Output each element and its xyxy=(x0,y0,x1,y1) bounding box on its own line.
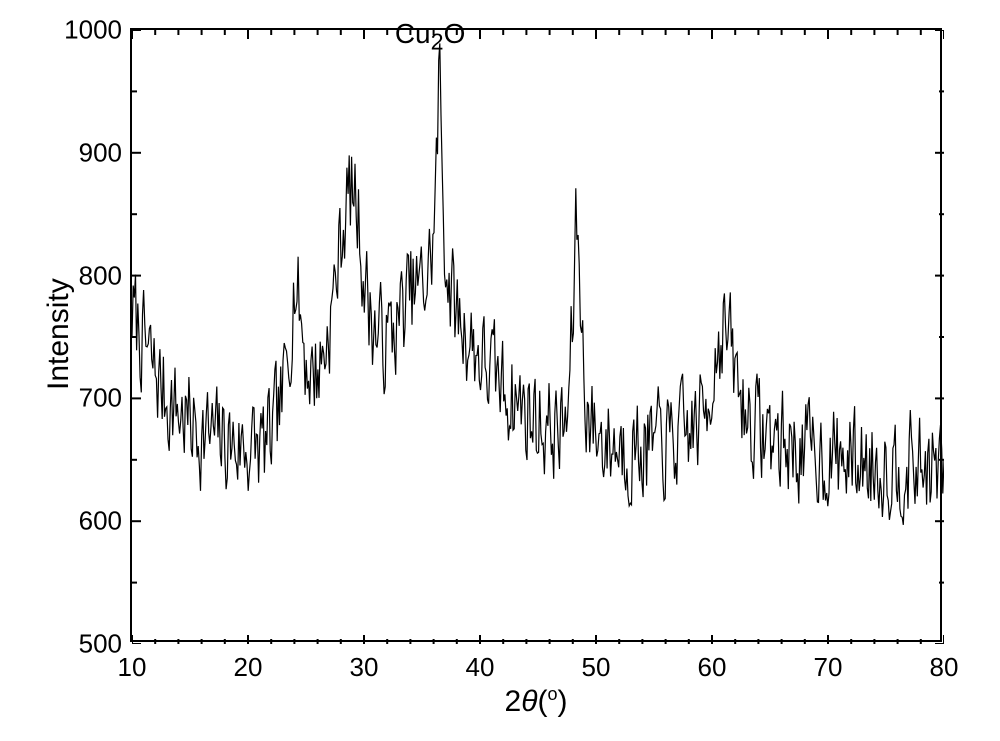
y-tick-label: 900 xyxy=(79,137,122,168)
xrd-trace-svg xyxy=(132,30,944,644)
y-tick-label: 600 xyxy=(79,506,122,537)
y-tick-label: 500 xyxy=(79,629,122,660)
peak-annotation-cu2o: Cu2O xyxy=(395,18,466,56)
xrd-figure: Intensity 2θ(o) Cu2O 1020304050607080500… xyxy=(0,0,1000,741)
x-tick-label: 30 xyxy=(350,652,379,683)
y-tick-label: 800 xyxy=(79,260,122,291)
x-tick-label: 40 xyxy=(466,652,495,683)
y-tick-label: 1000 xyxy=(64,15,122,46)
x-axis-label: 2θ(o) xyxy=(436,684,636,719)
x-tick-label: 60 xyxy=(698,652,727,683)
y-tick-label: 700 xyxy=(79,383,122,414)
x-tick-label: 70 xyxy=(814,652,843,683)
x-tick-label: 20 xyxy=(234,652,263,683)
y-axis-label: Intensity xyxy=(42,278,76,390)
x-tick-label: 80 xyxy=(930,652,959,683)
x-tick-label: 50 xyxy=(582,652,611,683)
xrd-series-path xyxy=(132,43,944,525)
plot-area xyxy=(130,28,942,642)
